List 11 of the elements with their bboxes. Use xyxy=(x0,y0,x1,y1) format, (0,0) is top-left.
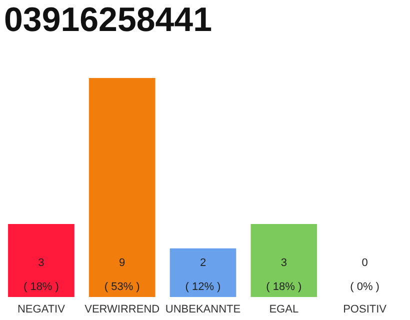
data-label: 3 ( 18% ) xyxy=(266,257,302,293)
data-label: 0 ( 0% ) xyxy=(350,257,380,293)
chart-title: 03916258441 xyxy=(4,1,212,39)
x-tick-label: POSITIV xyxy=(343,304,388,316)
data-label: 3 ( 18% ) xyxy=(23,257,59,293)
x-tick-label: UNBEKANNTE xyxy=(165,304,241,316)
x-tick-label: NEGATIV xyxy=(17,304,66,316)
data-label: 2 ( 12% ) xyxy=(185,257,221,293)
x-tick-label: EGAL xyxy=(269,304,299,316)
x-tick-label: VERWIRREND xyxy=(84,304,160,316)
data-label: 9 ( 53% ) xyxy=(104,257,140,293)
